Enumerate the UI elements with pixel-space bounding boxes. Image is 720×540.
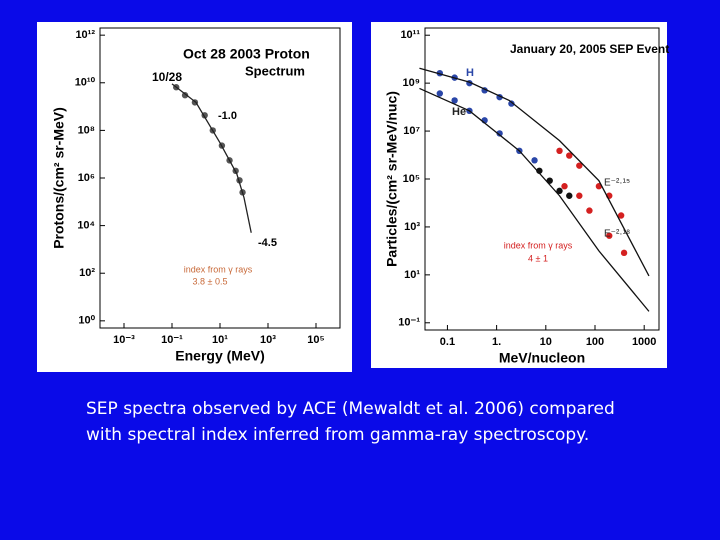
data-point — [496, 130, 503, 137]
x-tick-label: 10⁵ — [307, 334, 324, 346]
x-tick-label: 10 — [540, 336, 552, 348]
annotation: Oct 28 2003 Proton — [183, 46, 310, 62]
x-tick-label: 1000 — [632, 336, 656, 348]
data-point — [566, 192, 573, 199]
x-axis-label: MeV/nucleon — [499, 350, 585, 366]
y-tick-label: 10² — [79, 267, 95, 279]
y-tick-label: 10⁶ — [78, 172, 95, 184]
caption-line: SEP spectra observed by ACE (Mewaldt et … — [86, 399, 615, 419]
fit-line — [419, 67, 650, 277]
data-point — [606, 232, 613, 239]
data-point — [620, 249, 628, 257]
annotation: 3.8 ± 0.5 — [193, 276, 228, 286]
x-tick-label: 1. — [492, 336, 501, 348]
x-axis-label: Energy (MeV) — [175, 348, 264, 364]
y-tick-label: 10¹ — [404, 269, 420, 281]
annotation: -4.5 — [258, 237, 277, 249]
data-point — [556, 187, 563, 195]
y-tick-label: 10¹² — [75, 29, 95, 41]
annotation: E⁻²·¹⁸ — [604, 229, 630, 240]
y-tick-label: 10⁷ — [403, 125, 420, 137]
x-tick-label: 10⁻¹ — [161, 334, 183, 346]
data-point — [531, 157, 538, 164]
annotation: H — [466, 67, 474, 79]
annotation: index from γ rays — [184, 264, 253, 274]
x-tick-label: 0.1 — [440, 336, 455, 348]
data-point — [576, 162, 583, 169]
data-point — [436, 90, 444, 97]
x-tick-label: 100 — [586, 336, 604, 348]
y-tick-label: 10⁰ — [78, 315, 95, 327]
x-tick-label: 10⁻³ — [113, 334, 135, 346]
y-tick-label: 10⁻¹ — [398, 317, 420, 329]
y-tick-label: 10⁹ — [403, 77, 420, 89]
annotation: He — [452, 106, 466, 118]
y-tick-label: 10⁴ — [77, 220, 95, 232]
y-tick-label: 10¹¹ — [400, 29, 420, 41]
annotation: 4 ± 1 — [528, 253, 548, 263]
annotation: index from γ rays — [504, 240, 573, 250]
annotation: Spectrum — [245, 63, 305, 78]
data-point — [451, 97, 458, 104]
data-point — [181, 92, 189, 99]
y-tick-label: 10⁵ — [403, 173, 420, 185]
annotation: 10/28 — [152, 70, 182, 84]
annotation: E⁻²·¹⁵ — [604, 178, 630, 189]
right-panel — [371, 22, 667, 368]
y-axis-label: Protons/(cm² sr-MeV) — [51, 107, 67, 249]
x-tick-label: 10³ — [260, 334, 276, 346]
data-point — [556, 147, 563, 155]
y-tick-label: 10⁸ — [78, 124, 95, 136]
y-axis-label: Particles/(cm² sr-MeV/nuc) — [384, 91, 400, 267]
x-tick-label: 10¹ — [212, 334, 228, 346]
data-point — [617, 212, 625, 219]
data-point — [586, 207, 593, 214]
left-panel — [37, 22, 352, 372]
data-point — [576, 192, 583, 199]
fit-line — [171, 83, 252, 233]
data-point — [566, 152, 573, 159]
annotation: -1.0 — [218, 110, 237, 122]
y-tick-label: 10³ — [404, 221, 420, 233]
y-tick-label: 10¹⁰ — [75, 77, 96, 89]
data-point — [508, 100, 515, 107]
annotation: January 20, 2005 SEP Event — [510, 42, 669, 56]
fit-line — [419, 87, 650, 312]
data-point — [561, 183, 568, 190]
caption-line: with spectral index inferred from gamma-… — [86, 425, 589, 445]
